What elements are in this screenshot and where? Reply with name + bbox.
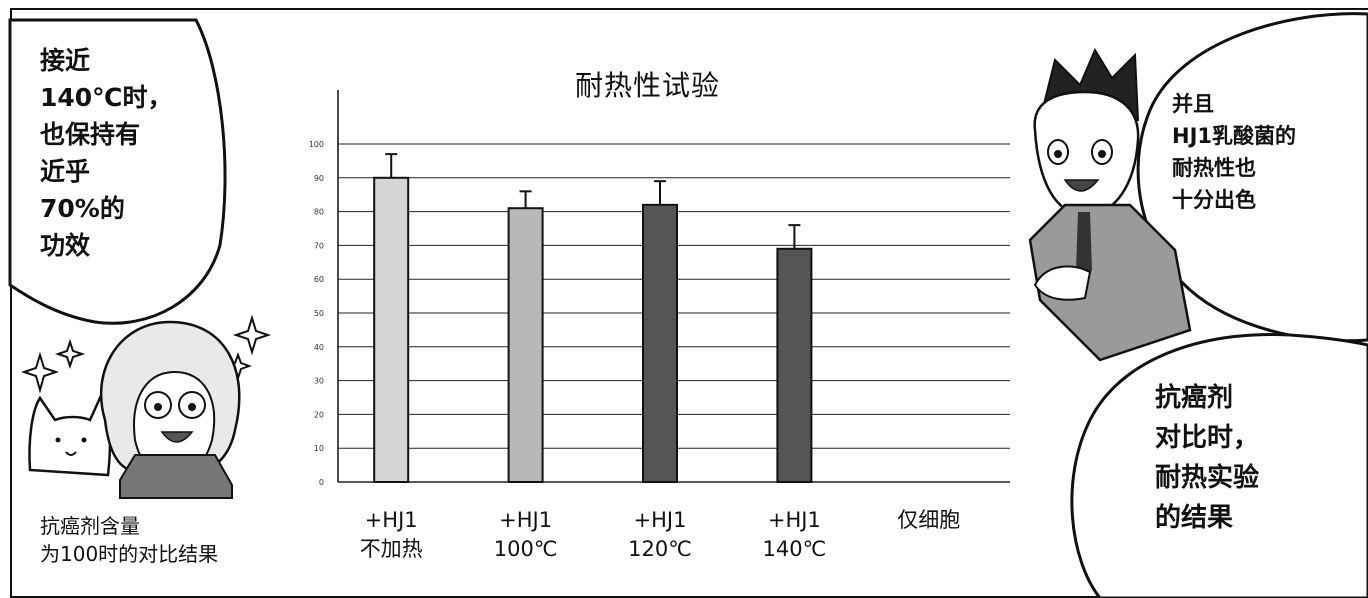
x-tick-label: 仅细胞 — [897, 508, 961, 532]
girl-illustration — [99, 320, 241, 499]
y-tick-label: 10 — [314, 444, 324, 453]
right-bottom-bubble-text: 抗癌剂 对比时， 耐热实验 的结果 — [1155, 383, 1260, 533]
left-bubble-text: 接近 140℃时， 也保持有 近乎 70%的 功效 — [40, 46, 173, 260]
y-tick-label: 60 — [314, 275, 324, 284]
right-top-speech-bubble — [1136, 12, 1368, 343]
chart-caption: 抗癌剂含量 为100时的对比结果 — [40, 514, 219, 566]
x-tick-label: +HJ1 120℃ — [628, 508, 692, 561]
x-tick-label: +HJ1 100℃ — [493, 508, 558, 561]
y-tick-label: 40 — [314, 343, 324, 352]
sparkle-icon — [54, 338, 86, 370]
y-tick-label: 70 — [314, 241, 324, 250]
y-tick-label: 30 — [314, 377, 324, 386]
y-tick-label: 80 — [314, 208, 324, 217]
x-tick-label: +HJ1 不加热 — [359, 508, 423, 561]
sparkle-icon — [20, 351, 60, 394]
sparkle-icon — [232, 314, 272, 356]
right-bottom-speech-bubble — [1070, 332, 1368, 598]
bar — [507, 207, 544, 483]
x-tick-label: +HJ1 140℃ — [762, 508, 827, 561]
y-tick-label: 50 — [314, 309, 324, 318]
y-tick-label: 90 — [314, 174, 324, 183]
bar — [776, 247, 813, 483]
chart-title: 耐热性试验 — [575, 69, 721, 102]
y-tick-label: 100 — [309, 140, 324, 149]
y-tick-label: 20 — [314, 410, 324, 419]
y-tick-label: 0 — [319, 478, 324, 487]
bar — [373, 176, 410, 484]
left-speech-bubble — [8, 18, 227, 325]
right-top-bubble-text: 并且 HJ1乳酸菌的 耐热性也 十分出色 — [1172, 92, 1297, 212]
bar — [642, 203, 678, 483]
man-illustration — [1028, 47, 1192, 362]
